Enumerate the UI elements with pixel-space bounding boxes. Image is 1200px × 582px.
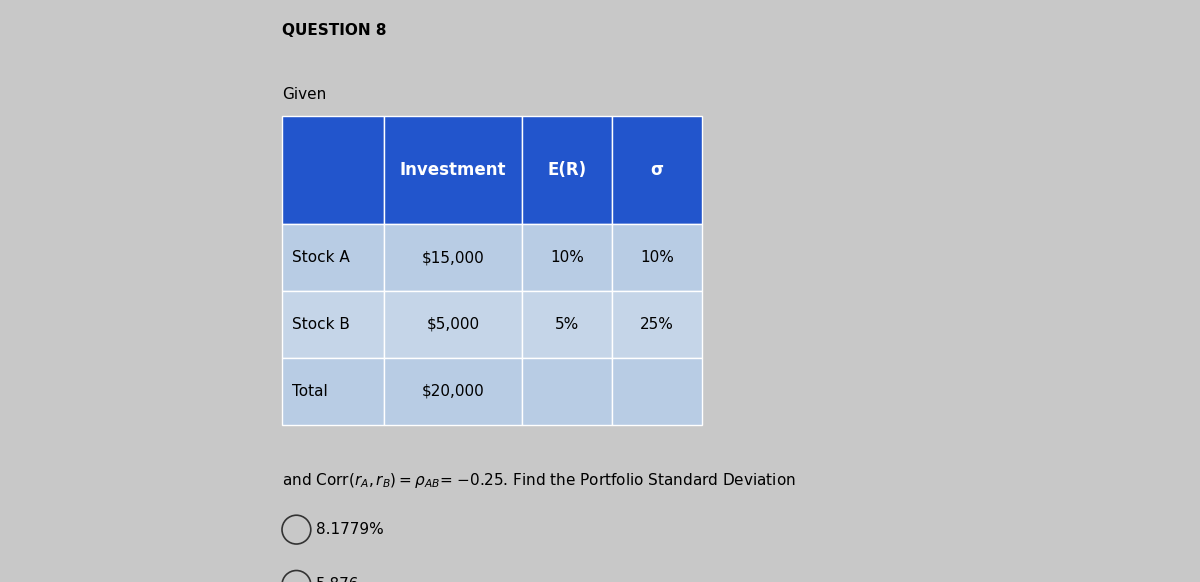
FancyBboxPatch shape — [384, 358, 522, 425]
Text: and Corr$(r_A,r_B)=\rho_{AB}$= $-$0.25. Find the Portfolio Standard Deviation: and Corr$(r_A,r_B)=\rho_{AB}$= $-$0.25. … — [282, 471, 796, 491]
FancyBboxPatch shape — [612, 291, 702, 358]
FancyBboxPatch shape — [522, 116, 612, 224]
FancyBboxPatch shape — [522, 358, 612, 425]
Text: 5.876: 5.876 — [316, 577, 359, 582]
Text: σ: σ — [650, 161, 664, 179]
FancyBboxPatch shape — [612, 224, 702, 291]
Text: Stock A: Stock A — [292, 250, 349, 265]
Text: Total: Total — [292, 384, 328, 399]
FancyBboxPatch shape — [522, 224, 612, 291]
Text: 8.1779%: 8.1779% — [316, 522, 383, 537]
FancyBboxPatch shape — [384, 116, 522, 224]
Text: Stock B: Stock B — [292, 317, 349, 332]
Text: Investment: Investment — [400, 161, 506, 179]
Text: $20,000: $20,000 — [421, 384, 485, 399]
FancyBboxPatch shape — [384, 291, 522, 358]
Text: $5,000: $5,000 — [426, 317, 480, 332]
Text: Given: Given — [282, 87, 326, 102]
Text: $15,000: $15,000 — [421, 250, 485, 265]
Text: E(R): E(R) — [547, 161, 587, 179]
Text: 25%: 25% — [640, 317, 674, 332]
FancyBboxPatch shape — [612, 116, 702, 224]
Text: 10%: 10% — [550, 250, 584, 265]
FancyBboxPatch shape — [282, 224, 384, 291]
Text: QUESTION 8: QUESTION 8 — [282, 23, 386, 38]
FancyBboxPatch shape — [282, 291, 384, 358]
Text: 5%: 5% — [554, 317, 580, 332]
FancyBboxPatch shape — [282, 116, 384, 224]
FancyBboxPatch shape — [384, 224, 522, 291]
FancyBboxPatch shape — [612, 358, 702, 425]
Text: 10%: 10% — [640, 250, 674, 265]
FancyBboxPatch shape — [282, 358, 384, 425]
FancyBboxPatch shape — [522, 291, 612, 358]
